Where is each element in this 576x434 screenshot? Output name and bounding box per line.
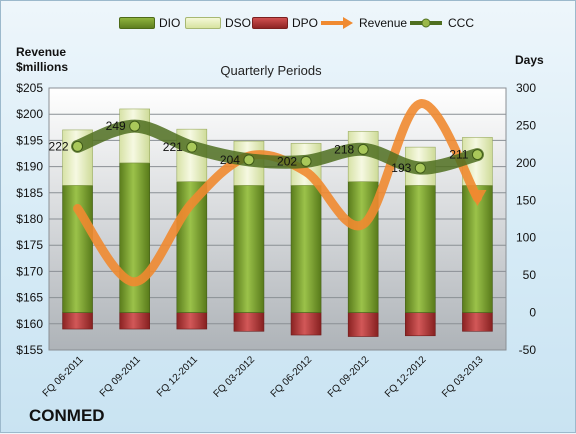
ccc-point: [186, 141, 198, 153]
left-tick-label: $165: [16, 291, 43, 305]
series-revenue-arrowhead: [468, 190, 487, 207]
category-label: FQ 03-2012: [212, 354, 258, 400]
bar-dpo: [290, 312, 322, 336]
left-axis-title-line1: Revenue: [16, 45, 67, 59]
ccc-point: [414, 162, 426, 174]
ccc-point: [243, 154, 255, 166]
category-label: FQ 09-2012: [326, 354, 372, 400]
legend-revenue-label: Revenue: [359, 16, 408, 30]
legend-dio-label: DIO: [159, 16, 181, 30]
legend-revenue: Revenue: [319, 13, 407, 33]
left-tick-label: $155: [16, 343, 43, 357]
category-label: FQ 09-2011: [98, 354, 143, 399]
left-tick-label: $190: [16, 160, 43, 174]
chart-title: Quarterly Periods: [220, 63, 322, 78]
bar-dio: [233, 185, 265, 313]
ccc-data-label: 202: [277, 154, 297, 168]
bar-dio: [462, 185, 493, 313]
left-tick-label: $170: [16, 264, 43, 278]
ccc-data-label: 204: [220, 153, 240, 167]
right-tick-label: 250: [516, 118, 536, 132]
left-tick-label: $160: [16, 317, 43, 331]
legend-dio-swatch: [119, 17, 155, 29]
legend: DIO DSO DPO Revenue CCC: [1, 13, 576, 33]
legend-ccc-swatch: [410, 18, 442, 28]
right-tick-label: -50: [519, 343, 537, 357]
right-tick-label: 50: [523, 268, 537, 282]
right-tick-label: 200: [516, 156, 536, 170]
bar-dpo: [405, 312, 436, 337]
ccc-data-label: 218: [334, 142, 354, 156]
bar-dpo: [176, 312, 208, 330]
bar-dio: [405, 185, 436, 313]
legend-dso-swatch: [185, 17, 221, 29]
legend-dpo-swatch: [252, 17, 288, 29]
legend-ccc-label: CCC: [448, 16, 474, 30]
legend-dio: DIO: [119, 13, 180, 33]
right-axis-title: Days: [515, 53, 544, 67]
right-tick-label: 150: [516, 193, 536, 207]
right-tick-label: 0: [529, 306, 536, 320]
bar-dio: [290, 185, 322, 313]
ccc-data-label: 221: [163, 140, 183, 154]
bar-dio: [119, 162, 150, 313]
legend-revenue-swatch: [321, 17, 353, 29]
bar-dpo: [347, 312, 379, 337]
legend-dpo-label: DPO: [292, 16, 319, 30]
left-tick-label: $185: [16, 186, 43, 200]
left-axis-title: Revenue $millions: [16, 45, 68, 75]
left-tick-label: $200: [16, 107, 43, 121]
legend-dso-label: DSO: [225, 16, 252, 30]
left-tick-label: $205: [16, 81, 43, 95]
left-tick-label: $175: [16, 238, 43, 252]
left-axis-title-line2: $millions: [16, 60, 69, 74]
ccc-data-label: 211: [449, 148, 468, 162]
left-tick-label: $195: [16, 133, 43, 147]
legend-ccc: CCC: [408, 13, 474, 33]
ccc-point: [300, 155, 312, 167]
category-label: FQ 12-2011: [155, 354, 200, 399]
bar-dpo: [462, 312, 493, 332]
left-tick-label: $180: [16, 212, 43, 226]
ccc-data-label: 222: [49, 139, 69, 153]
bar-dpo: [119, 312, 150, 330]
legend-dso: DSO: [185, 13, 251, 33]
legend-dpo: DPO: [252, 13, 318, 33]
bar-dso: [119, 108, 150, 164]
category-label: FQ 12-2012: [383, 354, 429, 400]
ccc-data-label: 193: [391, 161, 411, 175]
bar-dpo: [233, 312, 265, 332]
ccc-data-label: 249: [106, 119, 126, 133]
ccc-point: [72, 140, 84, 152]
bar-dpo: [62, 312, 93, 330]
category-label: FQ 03-2013: [440, 354, 486, 400]
ccc-point: [357, 143, 369, 155]
right-tick-label: 300: [516, 81, 536, 95]
category-label: FQ 06-2011: [41, 354, 86, 399]
ccc-point: [471, 149, 483, 161]
company-name: CONMED: [29, 406, 105, 425]
ccc-point: [129, 120, 141, 132]
right-tick-label: 100: [516, 231, 536, 245]
category-label: FQ 06-2012: [269, 354, 315, 400]
